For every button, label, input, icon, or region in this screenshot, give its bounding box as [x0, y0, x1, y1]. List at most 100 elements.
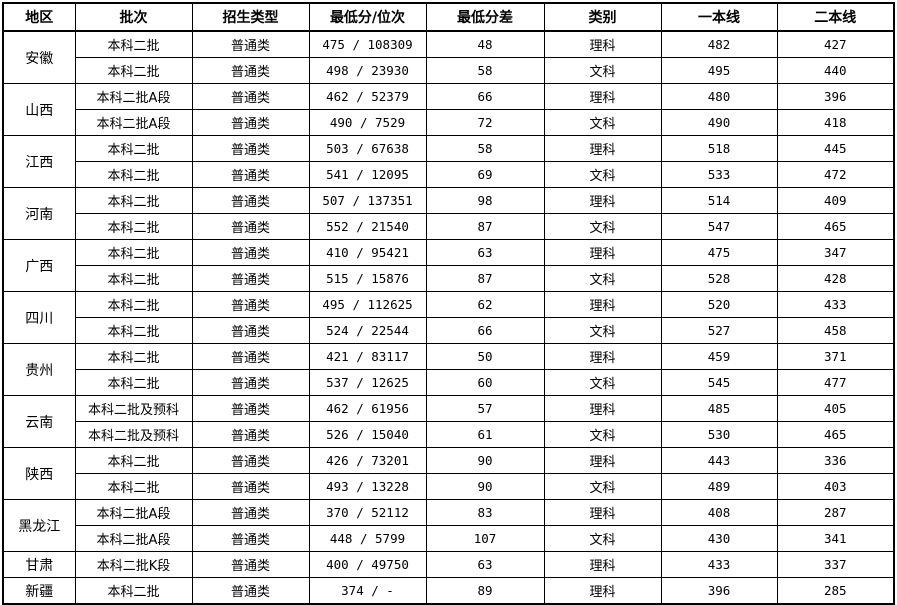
batch-cell: 本科二批: [74, 265, 193, 292]
min-score-diff-cell: 63: [425, 239, 545, 266]
min-score-rank-cell: 426 / 73201: [308, 447, 427, 474]
min-score-diff-cell: 72: [425, 109, 545, 136]
category-cell: 理科: [543, 395, 662, 422]
min-score-rank-cell: 495 / 112625: [308, 291, 427, 318]
min-score-rank-cell: 498 / 23930: [308, 57, 427, 84]
min-score-diff-cell: 48: [425, 30, 545, 58]
min-score-rank-cell: 515 / 15876: [308, 265, 427, 292]
min-score-rank-cell: 541 / 12095: [308, 161, 427, 188]
batch-cell: 本科二批: [74, 577, 193, 605]
table-row: 本科二批A段 普通类 490 / 7529 72 文科 490 418: [3, 109, 895, 136]
header-row: 地区 批次 招生类型 最低分/位次 最低分差 类别 一本线 二本线: [2, 2, 895, 32]
tier2-line-cell: 427: [776, 30, 895, 58]
min-score-rank-cell: 493 / 13228: [308, 473, 427, 500]
tier2-line-cell: 477: [776, 369, 895, 396]
min-score-rank-cell: 490 / 7529: [308, 109, 427, 136]
tier1-line-cell: 430: [660, 525, 778, 552]
min-score-rank-cell: 410 / 95421: [308, 239, 427, 266]
tier2-line-cell: 428: [776, 265, 895, 292]
header-tier2-line: 二本线: [776, 2, 895, 32]
category-cell: 理科: [543, 83, 662, 110]
table-row: 安徽 本科二批 普通类 475 / 108309 48 理科 482 427: [2, 30, 895, 84]
table-row: 本科二批 普通类 524 / 22544 66 文科 527 458: [3, 317, 895, 344]
min-score-diff-cell: 98: [425, 187, 545, 214]
min-score-diff-cell: 87: [425, 213, 545, 240]
min-score-rank-cell: 400 / 49750: [308, 551, 427, 578]
header-category: 类别: [543, 2, 662, 32]
min-score-rank-cell: 421 / 83117: [308, 343, 427, 370]
batch-cell: 本科二批: [74, 317, 193, 344]
category-cell: 理科: [543, 187, 662, 214]
tier1-line-cell: 527: [660, 317, 778, 344]
min-score-rank-cell: 503 / 67638: [308, 135, 427, 162]
batch-cell: 本科二批A段: [74, 109, 193, 136]
enroll-type-cell: 普通类: [191, 577, 310, 605]
enroll-type-cell: 普通类: [191, 265, 310, 292]
tier1-line-cell: 475: [660, 239, 778, 266]
batch-cell: 本科二批: [74, 213, 193, 240]
tier1-line-cell: 530: [660, 421, 778, 448]
tier2-line-cell: 336: [776, 447, 895, 474]
tier1-line-cell: 443: [660, 447, 778, 474]
min-score-diff-cell: 89: [425, 577, 545, 605]
tier2-line-cell: 287: [776, 499, 895, 526]
tier1-line-cell: 547: [660, 213, 778, 240]
tier1-line-cell: 482: [660, 30, 778, 58]
tier1-line-cell: 490: [660, 109, 778, 136]
min-score-diff-cell: 58: [425, 135, 545, 162]
min-score-rank-cell: 537 / 12625: [308, 369, 427, 396]
tier1-line-cell: 433: [660, 551, 778, 578]
min-score-diff-cell: 50: [425, 343, 545, 370]
header-batch: 批次: [74, 2, 193, 32]
region-cell: 黑龙江: [2, 499, 76, 552]
min-score-rank-cell: 462 / 52379: [308, 83, 427, 110]
min-score-rank-cell: 448 / 5799: [308, 525, 427, 552]
min-score-rank-cell: 526 / 15040: [308, 421, 427, 448]
tier2-line-cell: 403: [776, 473, 895, 500]
batch-cell: 本科二批: [74, 57, 193, 84]
batch-cell: 本科二批A段: [74, 83, 193, 110]
table-row: 本科二批及预科 普通类 526 / 15040 61 文科 530 465: [3, 421, 895, 448]
table-row: 贵州 本科二批 普通类 421 / 83117 50 理科 459 371: [2, 343, 895, 396]
tier1-line-cell: 545: [660, 369, 778, 396]
tier1-line-cell: 489: [660, 473, 778, 500]
min-score-diff-cell: 107: [425, 525, 545, 552]
table-row: 本科二批 普通类 498 / 23930 58 文科 495 440: [3, 57, 895, 84]
min-score-diff-cell: 66: [425, 317, 545, 344]
category-cell: 理科: [543, 30, 662, 58]
enroll-type-cell: 普通类: [191, 421, 310, 448]
table-row: 本科二批 普通类 552 / 21540 87 文科 547 465: [3, 213, 895, 240]
tier2-line-cell: 465: [776, 421, 895, 448]
region-cell: 江西: [2, 135, 76, 188]
region-cell: 云南: [2, 395, 76, 448]
table-row: 云南 本科二批及预科 普通类 462 / 61956 57 理科 485 405: [2, 395, 895, 448]
tier2-line-cell: 347: [776, 239, 895, 266]
tier1-line-cell: 533: [660, 161, 778, 188]
batch-cell: 本科二批K段: [74, 551, 193, 578]
category-cell: 文科: [543, 369, 662, 396]
region-cell: 陕西: [2, 447, 76, 500]
tier2-line-cell: 337: [776, 551, 895, 578]
enroll-type-cell: 普通类: [191, 57, 310, 84]
batch-cell: 本科二批A段: [74, 525, 193, 552]
enroll-type-cell: 普通类: [191, 187, 310, 214]
region-cell: 河南: [2, 187, 76, 240]
table-row: 山西 本科二批A段 普通类 462 / 52379 66 理科 480 396: [2, 83, 895, 136]
tier2-line-cell: 440: [776, 57, 895, 84]
enroll-type-cell: 普通类: [191, 161, 310, 188]
enroll-type-cell: 普通类: [191, 135, 310, 162]
tier1-line-cell: 459: [660, 343, 778, 370]
batch-cell: 本科二批: [74, 135, 193, 162]
enroll-type-cell: 普通类: [191, 109, 310, 136]
table-row: 江西 本科二批 普通类 503 / 67638 58 理科 518 445: [2, 135, 895, 188]
category-cell: 文科: [543, 473, 662, 500]
tier1-line-cell: 514: [660, 187, 778, 214]
enroll-type-cell: 普通类: [191, 499, 310, 526]
enroll-type-cell: 普通类: [191, 551, 310, 578]
tier2-line-cell: 458: [776, 317, 895, 344]
min-score-diff-cell: 57: [425, 395, 545, 422]
batch-cell: 本科二批: [74, 30, 193, 58]
category-cell: 理科: [543, 343, 662, 370]
category-cell: 文科: [543, 213, 662, 240]
